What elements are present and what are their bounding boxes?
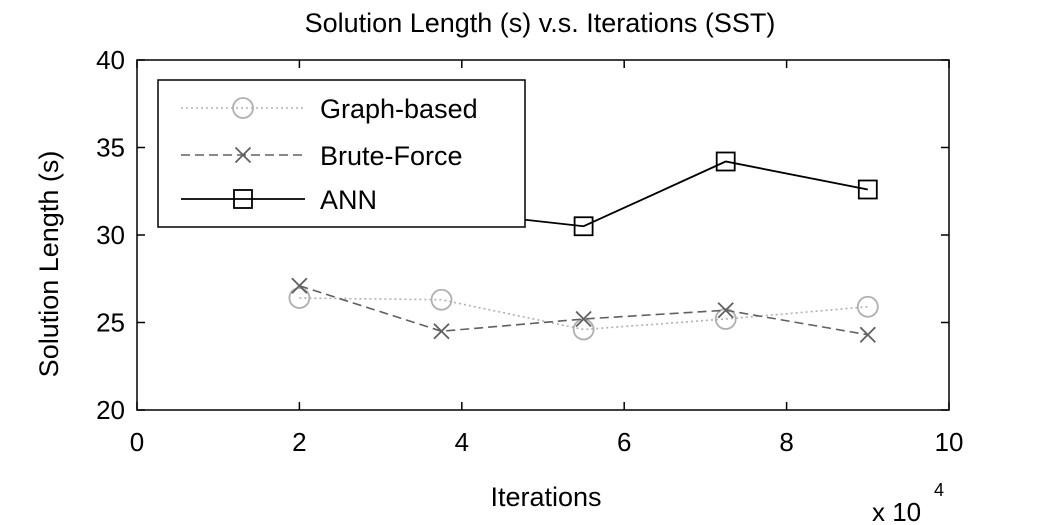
data-point-brute-force: [291, 277, 308, 294]
series-line-brute-force: [299, 284, 868, 336]
x-axis-multiplier-exponent: 4: [934, 480, 944, 500]
y-tick-label: 20: [96, 395, 125, 425]
series-graph-based: [288, 287, 879, 341]
y-axis-label: Solution Length (s): [34, 151, 64, 378]
data-point-ann: [857, 179, 878, 200]
x-tick-label: 6: [617, 427, 631, 457]
legend-entries: Graph-based Brute-Force ANN: [181, 94, 478, 215]
legend-label-graph-based: Graph-based: [320, 94, 478, 124]
y-tick-label: 40: [96, 45, 125, 75]
legend-marker-brute-force: [234, 146, 252, 164]
legend-label-ann: ANN: [320, 185, 377, 215]
data-point-brute-force: [575, 310, 592, 328]
x-tick-label: 10: [935, 427, 964, 457]
legend-marker-ann: [233, 189, 253, 209]
data-point-brute-force: [717, 302, 734, 319]
x-axis-multiplier: x 10: [872, 497, 921, 525]
series-brute-force: [291, 277, 876, 343]
data-point-brute-force: [859, 326, 876, 343]
x-tick-label: 0: [130, 427, 144, 457]
x-tick-label: 4: [455, 427, 469, 457]
y-tick-label: 30: [96, 220, 125, 250]
y-axis-ticks: 20 25 30 35 40: [96, 45, 949, 425]
x-axis-label: Iterations: [490, 482, 601, 512]
legend-label-brute-force: Brute-Force: [320, 141, 463, 171]
chart-title: Solution Length (s) v.s. Iterations (SST…: [305, 8, 776, 38]
data-point-graph-based: [288, 287, 311, 309]
data-point-graph-based: [572, 318, 595, 341]
y-tick-label: 35: [96, 133, 125, 163]
x-tick-label: 8: [779, 427, 793, 457]
data-point-ann: [573, 216, 594, 237]
x-axis-ticks: 0 2 4 6 8 10: [130, 60, 964, 457]
x-tick-label: 2: [292, 427, 306, 457]
data-point-brute-force: [433, 323, 450, 340]
legend-marker-graph-based: [232, 97, 254, 119]
data-point-ann: [715, 151, 736, 172]
data-point-graph-based: [856, 295, 879, 318]
y-tick-label: 25: [96, 308, 125, 338]
data-point-graph-based: [430, 288, 453, 311]
legend-box: [157, 79, 526, 228]
legend: Graph-based Brute-Force ANN: [157, 79, 526, 228]
